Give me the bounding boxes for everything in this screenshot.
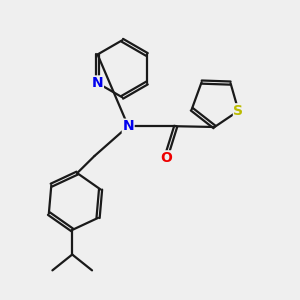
- Text: S: S: [233, 104, 244, 118]
- Text: O: O: [160, 151, 172, 165]
- Text: N: N: [122, 119, 134, 133]
- Text: N: N: [92, 76, 103, 90]
